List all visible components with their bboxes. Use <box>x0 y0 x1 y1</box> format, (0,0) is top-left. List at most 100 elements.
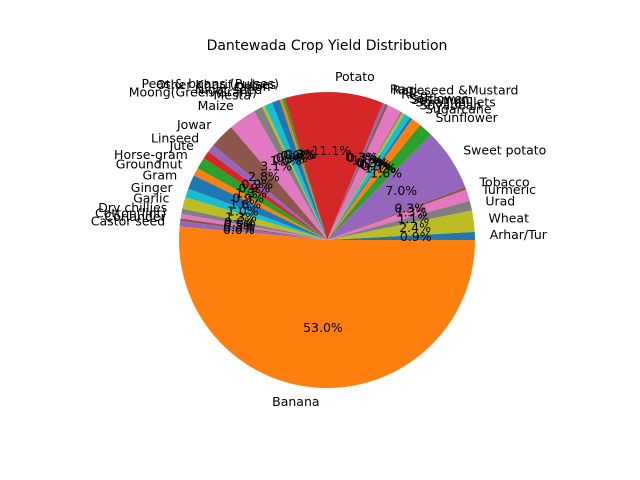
slice-label-jute: Jute <box>169 138 195 153</box>
slice-label-coriander: Coriander <box>104 209 166 224</box>
pie-slice-ginger <box>185 188 327 240</box>
pie-slice-arhar-tur <box>327 231 475 240</box>
slice-percent-jute: 0.9% <box>238 180 270 195</box>
slice-percent-rice: 1.6% <box>352 152 384 167</box>
pie-slice-garlic <box>182 197 327 240</box>
pie-slice-peas-beans-pulses <box>282 98 327 240</box>
chart-title: Dantewada Crop Yield Distribution <box>207 38 448 54</box>
slice-percent-peas-beans-pulses: 0.3% <box>285 147 317 162</box>
slice-percent-linseed: 0.9% <box>241 176 273 191</box>
slice-percent-small-millets: 0.7% <box>359 157 391 172</box>
slice-percent-arhar-tur: 0.9% <box>400 229 432 244</box>
slice-label-dry-chillies: Dry chillies <box>98 200 167 215</box>
slice-label-rapeseed-mustard: Rapeseed &Mustard <box>393 83 519 98</box>
slice-percent-onion: 0.9% <box>280 148 312 163</box>
slice-label-wheat: Wheat <box>488 211 529 226</box>
pie-slice-dry-chillies <box>181 208 327 240</box>
slice-percent-sesamum: 0.3% <box>357 155 389 170</box>
slice-percent-other-kharif-pulses: 0.3% <box>283 147 315 162</box>
slice-percent-mesta: 1.0% <box>270 153 302 168</box>
slice-percent-gram: 1.6% <box>229 197 261 212</box>
pie-slice-sunflower <box>327 124 431 240</box>
pie-slice-jowar <box>213 127 327 240</box>
slice-percent-ginger: 1.0% <box>227 203 259 218</box>
pie-slice-groundnut <box>193 168 327 240</box>
slice-percent-moong-green-gram: 0.3% <box>273 151 305 166</box>
slice-percent-dry-chillies: 0.6% <box>224 214 256 229</box>
slice-label-cotton-lint: Cotton(lint) <box>95 205 166 220</box>
slice-label-sunflower: Sunflower <box>435 110 498 125</box>
pie-slice-onion <box>271 99 327 240</box>
slice-percent-ragi: 0.3% <box>345 150 377 165</box>
slice-label-mesta: Mesta <box>214 87 252 102</box>
slice-label-groundnut: Groundnut <box>116 156 183 171</box>
slice-percent-niger-seed: 0.9% <box>276 150 308 165</box>
pie-slices <box>179 92 476 388</box>
slice-label-sweet-potato: Sweet potato <box>463 142 546 157</box>
pie-slice-cotton-lint <box>180 213 327 240</box>
slice-percent-sweet-potato: 7.0% <box>385 183 417 198</box>
pie-slice-tobacco <box>327 187 467 240</box>
slice-label-soyabean: Soyabean <box>419 97 481 112</box>
slice-percent-jowar: 2.8% <box>248 169 280 184</box>
slice-percent-tobacco: 0.3% <box>394 200 426 215</box>
slice-label-potato: Potato <box>335 69 375 84</box>
slice-percent-soyabean: 0.3% <box>362 158 394 173</box>
slice-percent-coriander: 0.3% <box>223 219 255 234</box>
pie-slice-turmeric <box>327 189 470 240</box>
pie-slice-ragi <box>327 102 386 240</box>
pie-slice-castor-seed <box>179 221 327 240</box>
slice-percent-turmeric: 1.3% <box>396 205 428 220</box>
slice-label-tobacco: Tobacco <box>479 175 530 190</box>
slice-label-small-millets: Small millets <box>415 95 495 110</box>
slice-label-linseed: Linseed <box>151 131 199 146</box>
slice-percent-sugarcane: 1.1% <box>365 161 397 176</box>
slice-label-other-kharif-pulses: Other Kharif pulses <box>156 77 276 92</box>
slice-percent-sunflower: 1.6% <box>370 165 402 180</box>
slice-label-ginger: Ginger <box>131 180 174 195</box>
slice-label-niger-seed: Niger seed <box>195 82 262 97</box>
slice-label-onion: Onion <box>234 79 271 94</box>
slice-percent-rapeseed-mustard: 0.3% <box>347 150 379 165</box>
slice-label-jowar: Jowar <box>176 117 212 132</box>
pie-slice-moong-green-gram <box>262 105 327 240</box>
slice-label-maize: Maize <box>198 98 234 113</box>
pie-slice-linseed <box>208 145 327 240</box>
pie-slice-potato <box>284 92 383 240</box>
slice-percent-garlic: 1.3% <box>225 209 257 224</box>
slice-percent-banana: 53.0% <box>303 320 343 335</box>
slice-percent-wheat: 2.4% <box>399 220 431 235</box>
slice-label-arhar-tur: Arhar/Tur <box>490 227 548 242</box>
slice-label-garlic: Garlic <box>133 191 169 206</box>
pie-slice-small-millets <box>327 113 410 240</box>
slice-percentages: 0.9%2.4%1.1%1.3%0.3%7.0%1.6%1.1%0.3%0.7%… <box>223 143 432 335</box>
slice-percent-safflower: 0.2% <box>356 155 388 170</box>
slice-label-turmeric: Turmeric <box>481 182 536 197</box>
slice-label-rice: Rice <box>401 87 428 102</box>
slice-label-castor-seed: Castor seed <box>91 214 165 229</box>
pie-slice-sweet-potato <box>327 134 466 240</box>
pie-slice-sesamum <box>327 112 405 240</box>
pie-slice-other-kharif-pulses <box>279 98 327 240</box>
slice-label-safflower: Safflower <box>409 91 468 106</box>
slice-label-peas-beans-pulses: Peas & beans (Pulses) <box>142 76 280 91</box>
slice-label-ragi: Ragi <box>390 81 417 96</box>
pie-slice-safflower <box>327 111 403 240</box>
slice-percent-urad: 1.1% <box>397 211 429 226</box>
pie-slice-soyabean <box>327 117 413 240</box>
pie-slice-horse-gram <box>197 158 327 240</box>
pie-slice-niger-seed <box>264 102 327 240</box>
pie-slice-maize <box>231 111 327 241</box>
slice-label-horse-gram: Horse-gram <box>114 147 188 162</box>
slice-percent-potato: 11.1% <box>311 143 351 158</box>
pie-slice-mesta <box>254 107 327 240</box>
pie-slice-rice <box>327 105 401 240</box>
pie-slice-rapeseed-mustard <box>327 104 388 240</box>
pie-slice-sugarcane <box>327 118 421 240</box>
pie-slice-wheat <box>327 210 475 240</box>
slice-percent-horse-gram: 1.3% <box>235 185 267 200</box>
slice-percent-cotton-lint: 0.5% <box>223 217 255 232</box>
pie-slice-jute <box>203 151 327 240</box>
